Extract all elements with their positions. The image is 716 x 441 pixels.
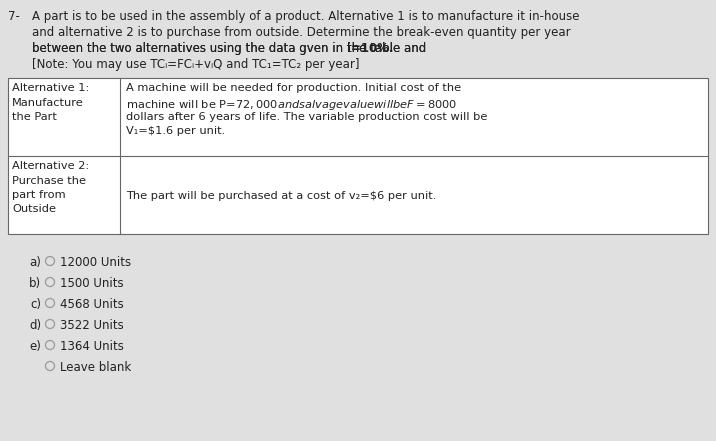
Text: 3522 Units: 3522 Units xyxy=(59,319,123,332)
Text: 1500 Units: 1500 Units xyxy=(59,277,123,290)
Text: a): a) xyxy=(29,256,42,269)
Text: Alternative 2:: Alternative 2: xyxy=(12,161,90,171)
Text: V₁=$1.6 per unit.: V₁=$1.6 per unit. xyxy=(126,127,226,137)
Text: 1364 Units: 1364 Units xyxy=(59,340,123,353)
Text: 4568 Units: 4568 Units xyxy=(59,298,123,311)
Text: A machine will be needed for production. Initial cost of the: A machine will be needed for production.… xyxy=(126,83,461,93)
Text: A part is to be used in the assembly of a product. Alternative 1 is to manufactu: A part is to be used in the assembly of … xyxy=(32,10,579,23)
Text: b): b) xyxy=(29,277,42,290)
Text: Manufacture: Manufacture xyxy=(12,97,84,108)
Text: Alternative 1:: Alternative 1: xyxy=(12,83,90,93)
Text: Purchase the: Purchase the xyxy=(12,176,86,186)
Text: dollars after 6 years of life. The variable production cost will be: dollars after 6 years of life. The varia… xyxy=(126,112,488,122)
Text: and alternative 2 is to purchase from outside. Determine the break-even quantity: and alternative 2 is to purchase from ou… xyxy=(32,26,571,39)
Text: between the two alternatives using the data gven in the table and: between the two alternatives using the d… xyxy=(32,42,430,55)
Text: c): c) xyxy=(31,298,42,311)
Text: between the two alternatives using the data gven in the table and: between the two alternatives using the d… xyxy=(32,42,430,55)
Text: the Part: the Part xyxy=(12,112,57,122)
Text: [Note: You may use TCᵢ=FCᵢ+vᵢQ and TC₁=TC₂ per year]: [Note: You may use TCᵢ=FCᵢ+vᵢQ and TC₁=T… xyxy=(32,58,359,71)
Text: d): d) xyxy=(29,319,42,332)
Text: Leave blank: Leave blank xyxy=(59,361,131,374)
Text: Outside: Outside xyxy=(12,205,56,214)
Bar xyxy=(8,78,708,234)
Text: part from: part from xyxy=(12,190,66,200)
Text: machine will be P=$72,000 and salvage value will be F=$8000: machine will be P=$72,000 and salvage va… xyxy=(126,97,458,112)
Text: 12000 Units: 12000 Units xyxy=(59,256,130,269)
Text: The part will be purchased at a cost of v₂=$6 per unit.: The part will be purchased at a cost of … xyxy=(126,191,436,201)
Text: e): e) xyxy=(29,340,42,353)
Text: 7-: 7- xyxy=(8,10,20,23)
Text: i=10%.: i=10%. xyxy=(347,42,394,55)
